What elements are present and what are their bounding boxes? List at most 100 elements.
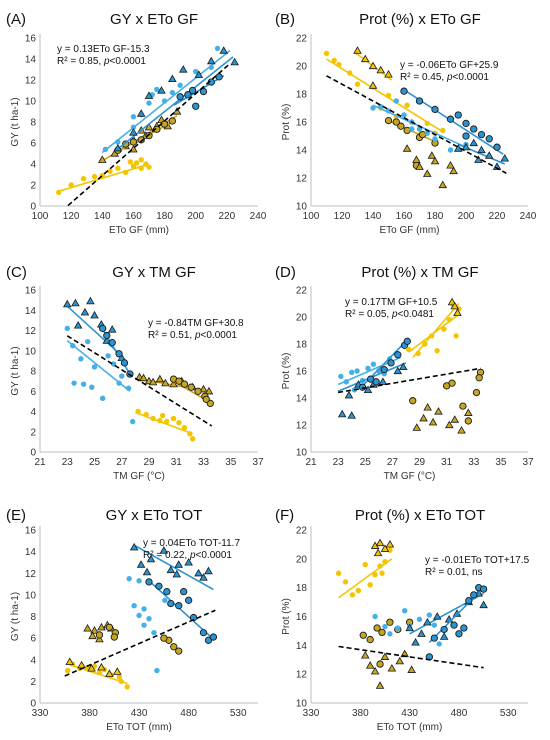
y-tick-label: 2 xyxy=(30,677,36,688)
data-point xyxy=(338,373,344,380)
data-point xyxy=(71,380,77,386)
data-point xyxy=(155,582,163,590)
data-point xyxy=(108,338,116,347)
y-axis-label: Prot (%) xyxy=(281,598,292,635)
data-point xyxy=(141,622,147,628)
data-point xyxy=(180,587,188,596)
regression-stats: R² = 0.85, p<0.0001 xyxy=(57,56,146,67)
data-point xyxy=(479,600,488,609)
data-point xyxy=(430,634,438,642)
series-5 xyxy=(400,87,504,155)
data-point xyxy=(407,665,416,673)
data-point xyxy=(387,631,393,637)
data-point xyxy=(154,86,160,93)
data-point xyxy=(447,297,457,306)
data-point xyxy=(124,684,130,690)
data-point xyxy=(450,301,460,310)
data-point xyxy=(343,379,349,385)
data-point xyxy=(105,669,114,677)
data-point xyxy=(177,82,183,88)
overall-regression-line xyxy=(337,367,481,394)
regression-equation: y = -0.84TM GF+30.8 xyxy=(148,318,244,329)
series-4 xyxy=(372,608,442,647)
data-point xyxy=(110,633,118,641)
data-point xyxy=(380,652,390,660)
chart-title: GY x TM GF xyxy=(112,264,196,281)
data-point xyxy=(97,662,106,671)
series-6 xyxy=(145,578,218,644)
y-axis-label: GY (t ha-1) xyxy=(10,346,21,395)
x-tick-label: 29 xyxy=(414,457,426,468)
data-point xyxy=(477,130,486,139)
series-2 xyxy=(99,324,134,378)
data-point xyxy=(459,402,467,410)
data-point xyxy=(202,395,210,403)
data-point xyxy=(470,125,478,133)
x-tick-label: 220 xyxy=(489,211,506,222)
series-0 xyxy=(64,325,136,425)
data-point xyxy=(432,612,442,620)
y-tick-label: 2 xyxy=(30,427,36,438)
data-point xyxy=(129,138,138,146)
x-tick-label: 530 xyxy=(230,708,247,719)
data-point xyxy=(372,613,378,620)
data-point xyxy=(384,116,393,125)
data-point xyxy=(88,631,97,640)
y-tick-label: 10 xyxy=(25,590,37,601)
x-tick-label: 37 xyxy=(252,457,264,468)
data-point xyxy=(209,633,218,641)
data-point xyxy=(168,117,177,125)
data-point xyxy=(170,415,177,422)
data-point xyxy=(184,558,193,566)
data-point xyxy=(393,98,399,104)
y-tick-label: 18 xyxy=(296,340,308,351)
data-point xyxy=(154,667,160,674)
y-tick-label: 0 xyxy=(30,448,36,459)
series-0 xyxy=(335,547,393,599)
data-point xyxy=(167,599,175,608)
y-tick-label: 22 xyxy=(296,526,308,537)
data-point xyxy=(116,380,122,386)
data-point xyxy=(176,93,184,101)
data-point xyxy=(446,115,455,123)
chart-title: Prot (%) x TM GF xyxy=(361,264,478,281)
data-point xyxy=(204,636,213,644)
series-0 xyxy=(323,50,446,138)
x-tick-label: 21 xyxy=(34,457,46,468)
data-point xyxy=(354,81,361,87)
x-tick-label: 100 xyxy=(303,211,320,222)
x-tick-label: 31 xyxy=(171,457,183,468)
x-tick-label: 180 xyxy=(427,211,444,222)
data-point xyxy=(438,180,448,189)
data-point xyxy=(193,68,199,75)
y-tick-label: 0 xyxy=(30,202,36,213)
data-point xyxy=(181,425,188,431)
y-tick-label: 20 xyxy=(296,554,308,565)
data-point xyxy=(141,606,147,612)
data-point xyxy=(89,384,95,390)
overall-regression-line xyxy=(67,63,231,207)
data-point xyxy=(376,660,384,668)
panel-b: (B) Prot (%) x ETo GF 100 120 140 160 180 200 22… xyxy=(275,11,537,236)
data-point xyxy=(347,70,353,76)
data-point xyxy=(367,582,373,588)
data-point xyxy=(336,61,342,68)
y-tick-label: 10 xyxy=(296,202,308,213)
x-tick-label: 33 xyxy=(198,457,210,468)
data-point xyxy=(105,353,111,359)
panel-label: (C) xyxy=(6,264,27,281)
series-2 xyxy=(359,618,414,668)
data-point xyxy=(434,407,443,415)
x-tick-label: 25 xyxy=(89,457,101,468)
series-3 xyxy=(360,649,416,689)
x-tick-label: 27 xyxy=(116,457,128,468)
data-point xyxy=(90,626,99,634)
series-3 xyxy=(402,144,458,189)
x-tick-label: 29 xyxy=(143,457,155,468)
data-point xyxy=(479,585,488,593)
data-point xyxy=(355,587,362,594)
x-tick-label: 430 xyxy=(131,708,148,719)
data-point xyxy=(411,638,420,646)
data-point xyxy=(206,56,216,65)
x-tick-label: 140 xyxy=(94,211,111,222)
